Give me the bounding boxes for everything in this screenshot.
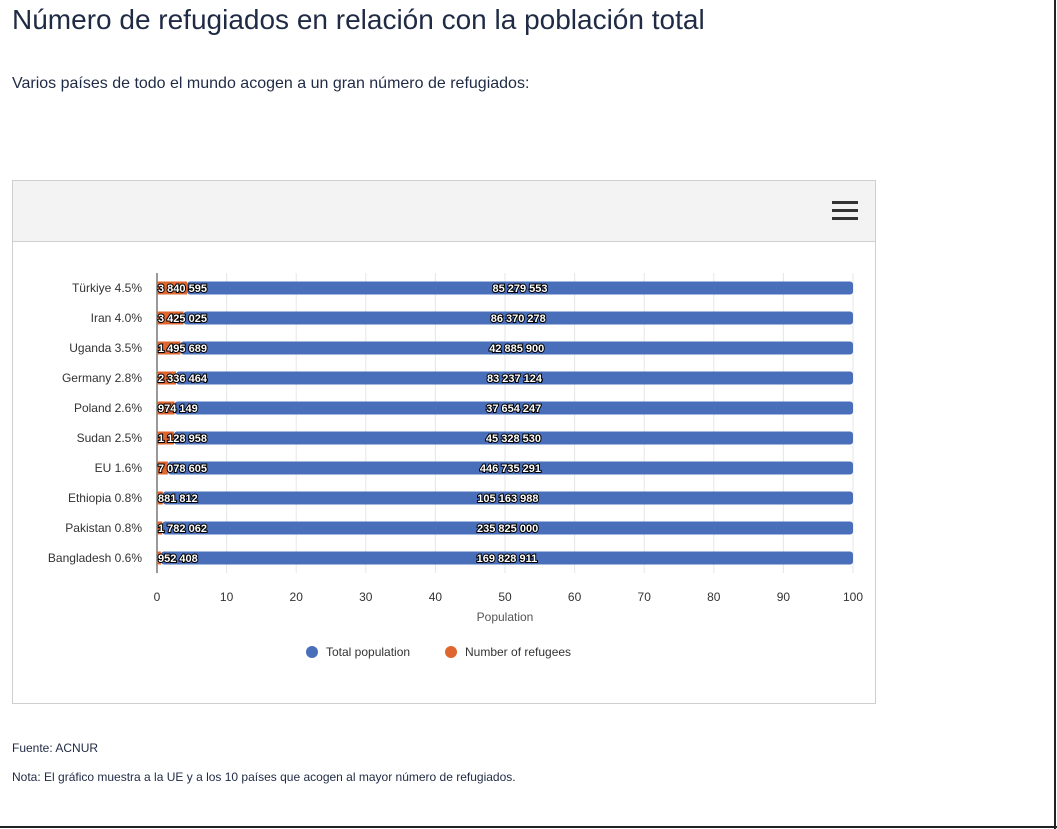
total-population-bar[interactable] xyxy=(173,431,853,445)
page-border-bottom xyxy=(0,826,1057,828)
refugees-bar[interactable] xyxy=(157,461,168,475)
refugees-data-label: 1 128 958 xyxy=(158,433,207,445)
total-population-bar[interactable] xyxy=(160,551,854,565)
x-tick-label: 60 xyxy=(568,590,582,604)
category-label: Poland 2.6% xyxy=(74,401,142,415)
refugees-bar[interactable] xyxy=(157,491,163,505)
legend-number-of-refugees-marker[interactable] xyxy=(445,646,457,658)
population-data-label: 105 163 988 xyxy=(477,493,538,505)
refugees-bar[interactable] xyxy=(157,431,174,445)
x-tick-label: 70 xyxy=(638,590,652,604)
population-data-label: 446 735 291 xyxy=(480,463,541,475)
refugees-data-label: 974 149 xyxy=(158,403,198,415)
refugees-bar-chart: 0 10 20 30 40 50 60 70 80 90 100 Population Türkiye … xyxy=(48,273,863,659)
refugees-bar[interactable] xyxy=(157,371,177,385)
category-label: Ethiopia 0.8% xyxy=(68,491,142,505)
intro-text: Varios países de todo el mundo acogen a … xyxy=(12,75,530,92)
refugees-bar[interactable] xyxy=(157,521,163,535)
total-population-bar[interactable] xyxy=(174,401,853,415)
total-population-bar[interactable] xyxy=(186,281,853,295)
population-data-label: 235 825 000 xyxy=(477,523,538,535)
category-label: Bangladesh 0.6% xyxy=(48,551,142,565)
population-data-label: 86 370 278 xyxy=(491,313,546,325)
category-label: Sudan 2.5% xyxy=(77,431,143,445)
x-tick-label: 50 xyxy=(498,590,512,604)
refugees-data-label: 1 495 689 xyxy=(158,343,207,355)
refugees-data-label: 1 782 062 xyxy=(158,523,207,535)
refugees-bar[interactable] xyxy=(157,401,175,415)
population-data-label: 45 328 530 xyxy=(486,433,541,445)
x-tick-label: 30 xyxy=(359,590,373,604)
total-population-bar[interactable] xyxy=(162,521,853,535)
legend-number-of-refugees-label[interactable]: Number of refugees xyxy=(465,645,571,659)
refugees-data-label: 7 078 605 xyxy=(158,463,207,475)
category-label: Iran 4.0% xyxy=(91,311,143,325)
population-data-label: 42 885 900 xyxy=(489,343,544,355)
note-text: Nota: El gráfico muestra a la UE y a los… xyxy=(12,770,516,784)
population-data-label: 83 237 124 xyxy=(487,373,543,385)
x-tick-label: 0 xyxy=(154,590,161,604)
total-population-bar[interactable] xyxy=(162,491,854,505)
legend-total-population-label[interactable]: Total population xyxy=(326,645,410,659)
x-tick-label: 40 xyxy=(429,590,443,604)
refugees-bar[interactable] xyxy=(157,551,161,565)
refugees-bar[interactable] xyxy=(157,311,184,325)
page-border-right xyxy=(1054,0,1056,829)
source-text: Fuente: ACNUR xyxy=(12,741,99,755)
refugees-bar[interactable] xyxy=(157,281,187,295)
refugees-data-label: 3 425 025 xyxy=(158,313,207,325)
x-axis-title: Population xyxy=(477,610,534,624)
refugees-data-label: 952 408 xyxy=(158,553,198,565)
legend-total-population-marker[interactable] xyxy=(306,646,318,658)
x-tick-label: 80 xyxy=(707,590,721,604)
total-population-bar[interactable] xyxy=(176,371,853,385)
chart-toolbar xyxy=(13,181,875,242)
population-data-label: 85 279 553 xyxy=(492,283,547,295)
refugees-data-label: 881 812 xyxy=(158,493,198,505)
population-data-label: 37 654 247 xyxy=(486,403,541,415)
category-label: Pakistan 0.8% xyxy=(65,521,142,535)
category-label: Germany 2.8% xyxy=(62,371,142,385)
refugees-bar[interactable] xyxy=(157,341,181,355)
category-label: Uganda 3.5% xyxy=(69,341,142,355)
page-title: Número de refugiados en relación con la … xyxy=(12,4,705,35)
total-population-bar[interactable] xyxy=(167,461,854,475)
refugees-data-label: 3 840 595 xyxy=(158,283,207,295)
category-label: EU 1.6% xyxy=(95,461,143,475)
total-population-bar[interactable] xyxy=(180,341,853,355)
x-tick-label: 20 xyxy=(290,590,304,604)
hamburger-menu-icon[interactable] xyxy=(825,195,865,227)
x-tick-label: 90 xyxy=(777,590,791,604)
chart-container: 0 10 20 30 40 50 60 70 80 90 100 Population Türkiye … xyxy=(12,180,876,704)
category-label: Türkiye 4.5% xyxy=(72,281,142,295)
population-data-label: 169 828 911 xyxy=(477,553,538,565)
x-tick-label: 100 xyxy=(843,590,863,604)
total-population-bar[interactable] xyxy=(183,311,853,325)
refugees-data-label: 2 336 464 xyxy=(158,373,208,385)
x-tick-label: 10 xyxy=(220,590,234,604)
